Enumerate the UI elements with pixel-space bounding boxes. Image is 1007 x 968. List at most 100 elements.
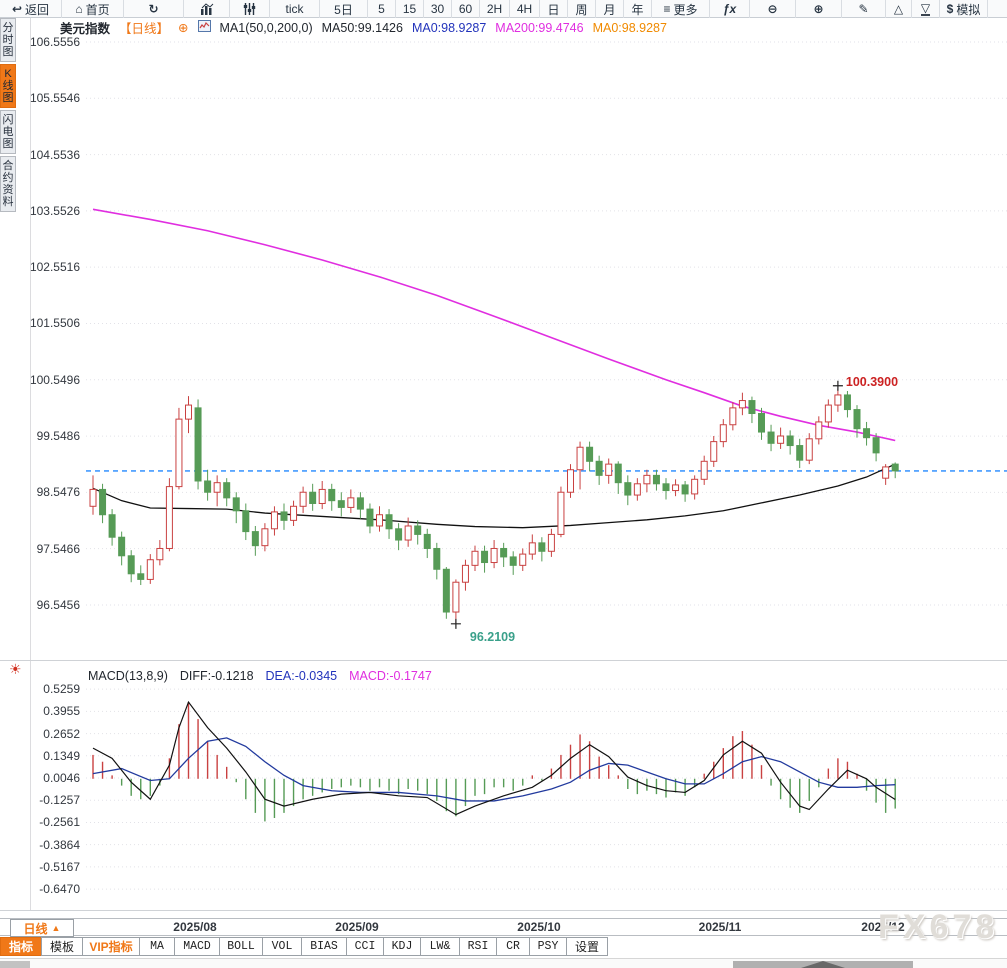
- candle-body: [815, 421, 823, 440]
- indicator-tab-模板[interactable]: 模板: [41, 937, 83, 956]
- horizontal-scrollbar[interactable]: [0, 958, 1007, 968]
- toolbar-sliders-icon[interactable]: [230, 0, 270, 18]
- bar-chart-icon: [200, 3, 214, 15]
- toolbar-label: 5日: [334, 2, 353, 17]
- sidebar-tab-分时图[interactable]: 分时图: [0, 18, 16, 62]
- candle-body: [853, 409, 861, 430]
- candle-body: [366, 508, 374, 527]
- sidebar-tab-合约资料[interactable]: 合约资料: [0, 156, 16, 212]
- indicator-tab-MA[interactable]: MA: [139, 937, 175, 956]
- candle-body: [834, 394, 842, 406]
- candle-body: [328, 488, 336, 502]
- scrollbar-left-block[interactable]: [0, 961, 30, 968]
- toolbar-bar-chart-icon[interactable]: [184, 0, 230, 18]
- toolbar-button-30[interactable]: 30: [424, 0, 452, 18]
- candle-body: [624, 482, 632, 496]
- toolbar-button-返回[interactable]: ↩ 返回: [0, 0, 62, 18]
- indicator-tab-CCI[interactable]: CCI: [346, 937, 384, 956]
- toolbar-button-5日[interactable]: 5日: [320, 0, 368, 18]
- macd-value: MACD:-0.1747: [349, 669, 432, 683]
- candle-body: [290, 505, 298, 521]
- add-indicator-icon[interactable]: ⊕: [178, 21, 189, 35]
- toolbar-button-15[interactable]: 15: [396, 0, 424, 18]
- indicator-tab-BOLL[interactable]: BOLL: [219, 937, 263, 956]
- candle-body: [99, 488, 107, 516]
- ma0-blue-value: MA0:98.9287: [411, 20, 487, 35]
- candle-body: [576, 446, 584, 471]
- candle-body: [786, 435, 794, 447]
- toolbar-button-更多[interactable]: ≡ 更多: [652, 0, 710, 18]
- toolbar-refresh-icon[interactable]: ↻: [124, 0, 184, 18]
- toolbar-button-tick[interactable]: tick: [270, 0, 320, 18]
- candle-body: [118, 536, 126, 557]
- candle-body: [652, 474, 660, 485]
- candle-body: [614, 463, 622, 484]
- toolbar-triangle-down-icon[interactable]: ▽: [912, 0, 940, 18]
- indicator-tab-指标[interactable]: 指标: [0, 937, 42, 956]
- triangle-down-icon: ▽: [920, 1, 931, 16]
- indicator-tab-RSI[interactable]: RSI: [459, 937, 497, 956]
- toolbar-zoom-in-icon[interactable]: ⊕: [796, 0, 842, 18]
- indicator-tab-CR[interactable]: CR: [496, 937, 530, 956]
- home-icon: ⌂: [75, 2, 83, 16]
- dollar-icon: $: [946, 2, 954, 16]
- toolbar-button-年[interactable]: 年: [624, 0, 652, 18]
- toolbar-label: 月: [603, 2, 616, 17]
- triangle-up-icon: △: [893, 2, 904, 16]
- candle-body: [175, 418, 183, 488]
- date-label-2025/12: 2025/12: [861, 920, 905, 934]
- refresh-icon: ↻: [148, 2, 159, 16]
- scrollbar-grip-icon[interactable]: [801, 961, 845, 968]
- candle-body: [232, 497, 240, 512]
- indicator-tab-PSY[interactable]: PSY: [529, 937, 567, 956]
- indicator-tab-设置[interactable]: 设置: [566, 937, 608, 956]
- toolbar-triangle-up-icon[interactable]: △: [886, 0, 912, 18]
- toolbar-button-5[interactable]: 5: [368, 0, 396, 18]
- back-icon: ↩: [11, 2, 23, 16]
- indicator-tab-VIP指标[interactable]: VIP指标: [82, 937, 140, 956]
- indicator-tab-BIAS[interactable]: BIAS: [301, 937, 347, 956]
- sidebar-tab-闪电图[interactable]: 闪电图: [0, 110, 16, 154]
- toolbar-button-4H[interactable]: 4H: [510, 0, 540, 18]
- candle-body: [471, 550, 479, 566]
- toolbar-pencil-icon[interactable]: ✎: [842, 0, 886, 18]
- candle-body: [213, 482, 221, 493]
- toolbar-label: tick: [285, 2, 304, 16]
- indicator-settings-icon[interactable]: ☀: [9, 661, 22, 677]
- candle-body: [490, 547, 498, 564]
- sidebar-tab-K线图[interactable]: K线图: [0, 64, 16, 108]
- indicator-tab-VOL[interactable]: VOL: [262, 937, 302, 956]
- candle-body: [882, 466, 890, 479]
- period-selector-button[interactable]: 日线 ▲: [10, 919, 74, 937]
- toolbar-zoom-out-icon[interactable]: ⊖: [750, 0, 796, 18]
- candle-body: [270, 511, 278, 530]
- indicator-tab-MACD[interactable]: MACD: [174, 937, 220, 956]
- toolbar-label: 2H: [486, 2, 503, 16]
- candle-body: [261, 528, 269, 547]
- triangle-up-small-icon: ▲: [51, 923, 61, 933]
- toolbar-button-周[interactable]: 周: [568, 0, 596, 18]
- diff-value: DIFF:-0.1218: [179, 669, 254, 683]
- toolbar-fx-icon[interactable]: ƒx: [710, 0, 750, 18]
- candle-body: [843, 394, 851, 411]
- toolbar-button-月[interactable]: 月: [596, 0, 624, 18]
- candle-body: [509, 556, 517, 566]
- toolbar-button-模拟[interactable]: $ 模拟: [940, 0, 988, 18]
- candle-body: [719, 424, 727, 443]
- toolbar-button-2H[interactable]: 2H: [480, 0, 510, 18]
- candle-body: [672, 484, 680, 492]
- candle-body: [729, 407, 737, 426]
- indicator-tab-LW&[interactable]: LW&: [420, 937, 460, 956]
- candle-body: [376, 514, 383, 527]
- toolbar-button-日[interactable]: 日: [540, 0, 568, 18]
- symbol-name: 美元指数: [60, 22, 111, 36]
- toolbar-button-首页[interactable]: ⌂ 首页: [62, 0, 124, 18]
- toolbar-button-60[interactable]: 60: [452, 0, 480, 18]
- ma200-line: [92, 208, 896, 442]
- candle-body: [337, 500, 345, 508]
- candle-body: [395, 528, 403, 541]
- toolbar-label: 返回: [25, 2, 50, 17]
- indicator-tab-KDJ[interactable]: KDJ: [383, 937, 421, 956]
- toolbar-label: 首页: [85, 2, 110, 17]
